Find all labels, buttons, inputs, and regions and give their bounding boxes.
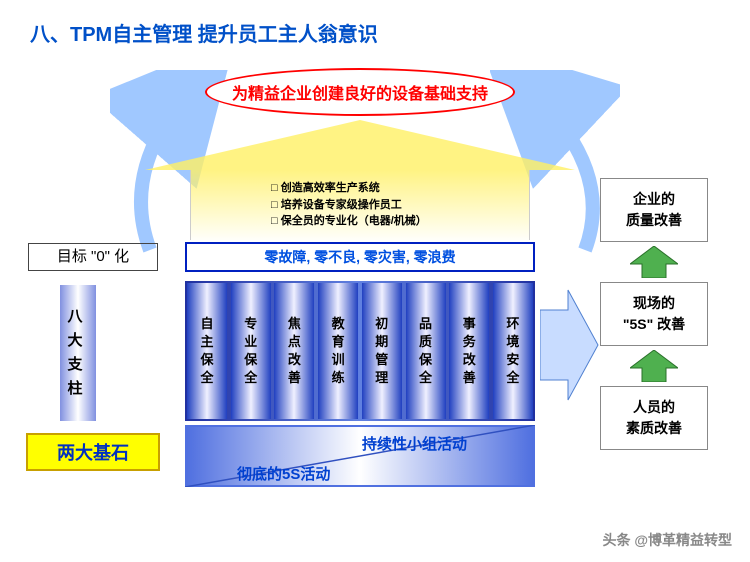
bullet-1: □ 创造高效率生产系统 xyxy=(271,180,380,197)
target-zero-box: 目标 "0" 化 xyxy=(28,243,158,271)
goal-oval-text: 为精益企业创建良好的设备基础支持 xyxy=(232,80,488,104)
pillar-6: 品质保全 xyxy=(406,283,446,419)
pillar-8: 环境安全 xyxy=(493,283,533,419)
pillar-4: 教育训练 xyxy=(318,283,358,419)
foundation-text-2: 彻底的5S活动 xyxy=(237,463,330,484)
bullet-3: □ 保全员的专业化（电器/机械） xyxy=(271,213,427,230)
big-up-arrow: □ 创造高效率生产系统 □ 培养设备专家级操作员工 □ 保全员的专业化（电器/机… xyxy=(145,120,575,240)
green-arrow-1 xyxy=(630,246,678,278)
green-arrow-2 xyxy=(630,350,678,382)
eight-pillars-label: 八大支柱 xyxy=(60,285,96,421)
pillar-7: 事务改善 xyxy=(449,283,489,419)
pillar-5: 初期管理 xyxy=(362,283,402,419)
pillars-row: 自主保全 专业保全 焦点改善 教育训练 初期管理 品质保全 事务改善 环境安全 xyxy=(185,281,535,421)
goal-oval: 为精益企业创建良好的设备基础支持 xyxy=(205,68,515,116)
pillar-2: 专业保全 xyxy=(231,283,271,419)
two-keystones-box: 两大基石 xyxy=(26,433,160,471)
pillar-1: 自主保全 xyxy=(187,283,227,419)
watermark: 头条 @博革精益转型 xyxy=(602,530,732,550)
right-column: 企业的 质量改善 现场的 "5S" 改善 人员的 素质改善 xyxy=(600,178,708,450)
foundation-text-1: 持续性小组活动 xyxy=(362,433,467,454)
page-title: 八、TPM自主管理 提升员工主人翁意识 xyxy=(30,18,378,47)
right-box-3: 人员的 素质改善 xyxy=(600,386,708,450)
foundation-box: 持续性小组活动 彻底的5S活动 xyxy=(185,425,535,487)
side-blue-arrow xyxy=(540,270,600,420)
right-box-2: 现场的 "5S" 改善 xyxy=(600,282,708,346)
zero-banner: 零故障, 零不良, 零灾害, 零浪费 xyxy=(185,242,535,272)
pillar-3: 焦点改善 xyxy=(274,283,314,419)
bullet-2: □ 培养设备专家级操作员工 xyxy=(271,197,402,214)
right-box-1: 企业的 质量改善 xyxy=(600,178,708,242)
